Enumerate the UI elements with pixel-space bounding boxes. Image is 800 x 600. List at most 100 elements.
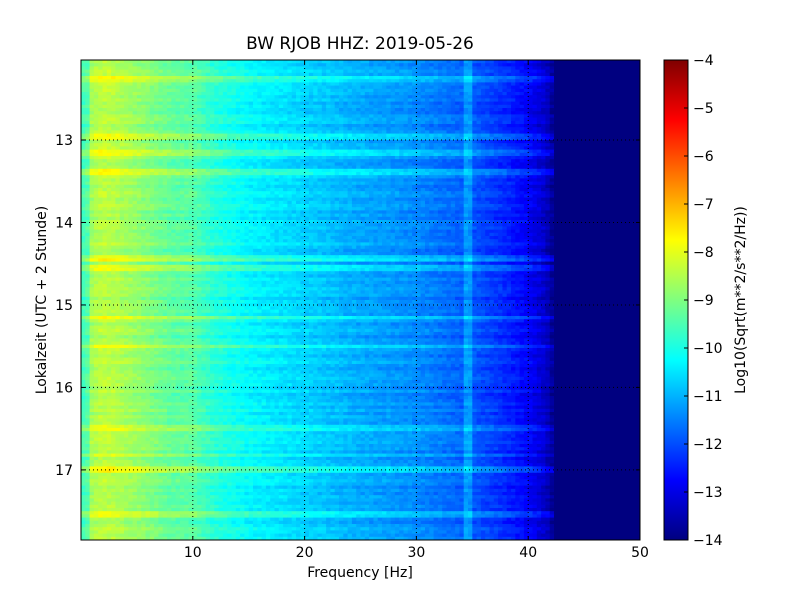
heatmap-cell (141, 66, 147, 71)
heatmap-cell (390, 85, 396, 90)
heatmap-cell (304, 95, 310, 99)
heatmap-cell (145, 79, 151, 83)
heatmap-cell (480, 92, 486, 96)
heatmap-cell (175, 88, 181, 93)
heatmap-cell (592, 63, 598, 67)
heatmap-cell (175, 66, 181, 71)
heatmap-cell (442, 63, 448, 67)
heatmap-cell (278, 82, 284, 87)
heatmap-cell (334, 66, 340, 71)
heatmap-cell (472, 98, 478, 103)
heatmap-cell (128, 85, 134, 90)
heatmap-cell (132, 66, 138, 71)
heatmap-cell (240, 98, 245, 103)
heatmap-cell (480, 95, 486, 99)
heatmap-cell (218, 88, 224, 93)
heatmap-cell (89, 85, 95, 90)
heatmap-cell (308, 63, 314, 67)
heatmap-cell (554, 72, 559, 77)
heatmap-cell (278, 85, 284, 90)
heatmap-cell (442, 85, 448, 90)
heatmap-cell (442, 72, 448, 77)
heatmap-cell (93, 98, 99, 103)
heatmap-cell (154, 66, 159, 71)
heatmap-cell (227, 60, 233, 64)
heatmap-cell (227, 88, 233, 93)
heatmap-cell (377, 60, 383, 64)
heatmap-cell (472, 63, 478, 67)
heatmap-cell (291, 66, 297, 71)
heatmap-cell (571, 79, 577, 83)
heatmap-cell (455, 60, 460, 64)
heatmap-cell (562, 60, 568, 64)
heatmap-cell (566, 72, 572, 77)
heatmap-cell (416, 92, 422, 96)
heatmap-cell (425, 66, 430, 71)
heatmap-cell (592, 85, 598, 90)
heatmap-cell (450, 72, 456, 77)
heatmap-cell (622, 88, 628, 93)
heatmap-cell (407, 85, 413, 90)
heatmap-cell (81, 82, 86, 87)
heatmap-cell (287, 82, 293, 87)
heatmap-cell (584, 82, 589, 87)
heatmap-cell (386, 88, 392, 93)
heatmap-cell (339, 63, 344, 67)
heatmap-cell (472, 72, 478, 77)
heatmap-cell (455, 66, 460, 71)
heatmap-cell (532, 66, 538, 71)
heatmap-cell (167, 79, 172, 83)
heatmap-cell (575, 69, 581, 74)
heatmap-cell (627, 63, 632, 67)
heatmap-cell (81, 63, 86, 67)
heatmap-cell (89, 98, 95, 103)
heatmap-cell (149, 92, 155, 96)
heatmap-cell (304, 72, 310, 77)
heatmap-cell (536, 85, 542, 90)
heatmap-cell (167, 66, 172, 71)
heatmap-cell (356, 66, 362, 71)
heatmap-cell (566, 88, 572, 93)
heatmap-cell (455, 88, 460, 93)
heatmap-cell (188, 63, 194, 67)
heatmap-cell (523, 95, 529, 99)
heatmap-cell (480, 60, 486, 64)
heatmap-cell (377, 98, 383, 103)
heatmap-cell (489, 79, 495, 83)
heatmap-cell (618, 79, 624, 83)
heatmap-cell (394, 72, 400, 77)
heatmap-cell (85, 76, 91, 80)
heatmap-cell (270, 85, 276, 90)
heatmap-cell (210, 95, 215, 99)
heatmap-cell (605, 85, 611, 90)
heatmap-cell (476, 98, 482, 103)
heatmap-cell (635, 60, 640, 64)
heatmap-cell (205, 63, 211, 67)
heatmap-cell (554, 92, 559, 96)
heatmap-cell (597, 66, 602, 71)
heatmap-cell (502, 76, 508, 80)
heatmap-cell (283, 92, 288, 96)
heatmap-cell (201, 69, 207, 74)
heatmap-cell (592, 69, 598, 74)
heatmap-cell (287, 63, 293, 67)
heatmap-cell (433, 63, 439, 67)
heatmap-cell (330, 66, 336, 71)
heatmap-cell (356, 98, 362, 103)
heatmap-cell (158, 88, 164, 93)
heatmap-cell (145, 85, 151, 90)
heatmap-cell (321, 66, 327, 71)
heatmap-cell (240, 76, 245, 80)
heatmap-cell (141, 60, 147, 64)
heatmap-cell (511, 69, 516, 74)
heatmap-cell (162, 60, 168, 64)
heatmap-cell (248, 72, 254, 77)
heatmap-cell (541, 85, 546, 90)
heatmap-cell (511, 85, 516, 90)
heatmap-cell (317, 72, 323, 77)
heatmap-cell (403, 95, 409, 99)
heatmap-cell (377, 76, 383, 80)
heatmap-cell (605, 95, 611, 99)
heatmap-cell (347, 63, 353, 67)
heatmap-cell (261, 79, 267, 83)
